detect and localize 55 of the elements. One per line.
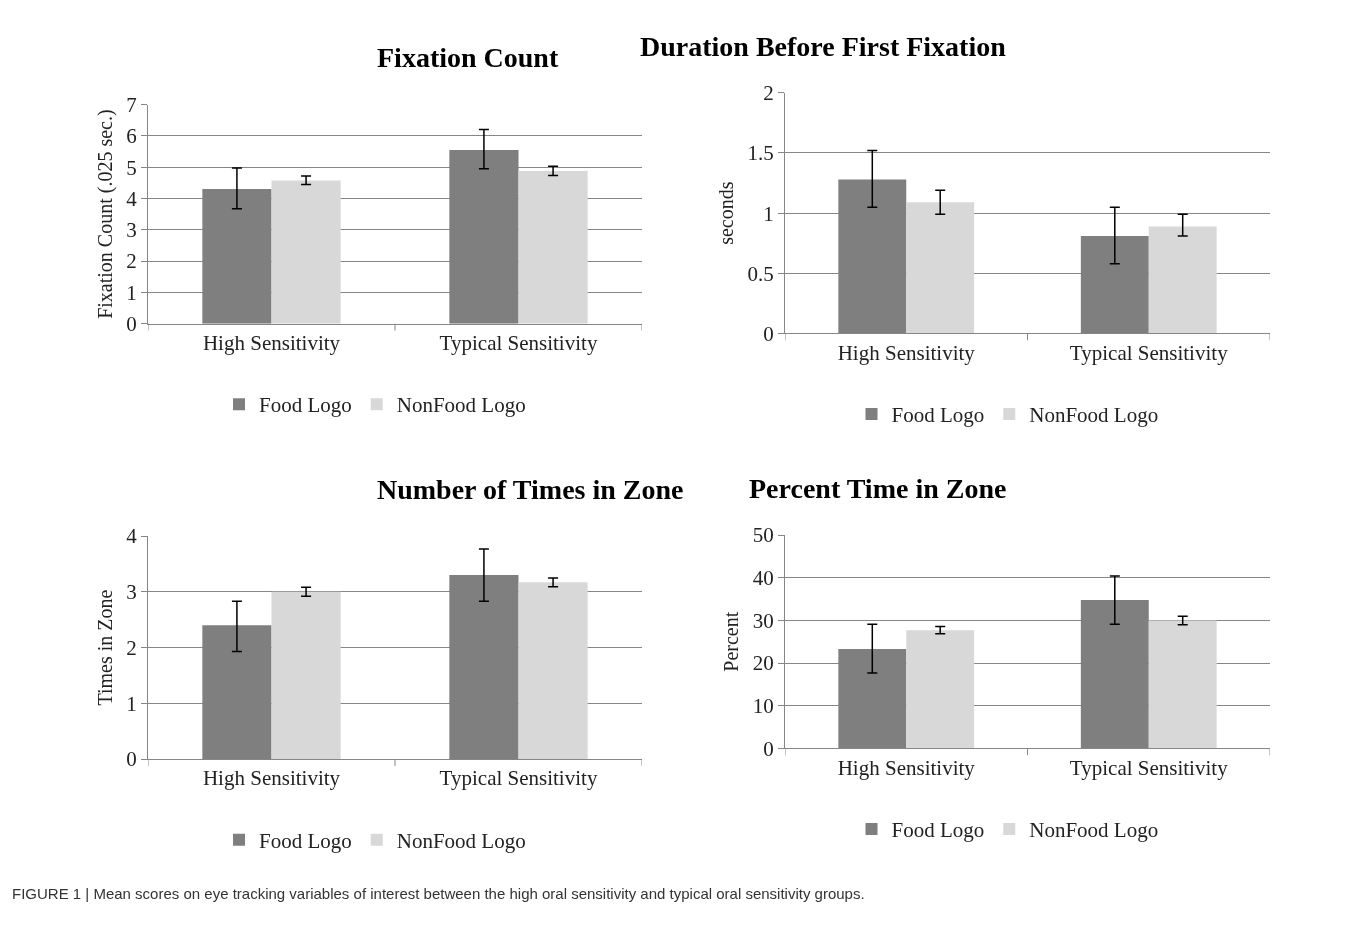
y-tick-label: 5 — [126, 155, 137, 180]
legend-label: Food Logo — [891, 403, 985, 428]
y-tick-label: 20 — [752, 651, 774, 676]
y-tick-label: 3 — [126, 580, 137, 605]
y-tick-label: 4 — [126, 524, 138, 549]
bar — [518, 582, 588, 760]
y-tick-label: 6 — [126, 124, 137, 149]
y-tick-label: 10 — [752, 694, 774, 719]
bar — [1148, 226, 1217, 334]
y-tick-label: 40 — [752, 566, 774, 591]
x-tick-label: Typical Sensitivity — [1069, 755, 1229, 780]
legend-label: Food Logo — [891, 818, 985, 843]
legend-label: NonFood Logo — [1029, 818, 1159, 843]
y-tick-label: 1 — [763, 201, 774, 226]
x-tick-label: High Sensitivity — [202, 766, 341, 791]
chart-title: Percent Time in Zone — [749, 473, 1007, 504]
y-tick-label: 1 — [126, 280, 137, 305]
y-tick-label: 30 — [752, 608, 774, 633]
y-axis-title: Fixation Count (.025 sec.) — [93, 109, 117, 319]
caption: FIGURE 1 | Mean scores on eye tracking variables of interest between the high oral sensitivity and typical oral sensitivity groups. — [12, 885, 865, 902]
y-axis-title: Percent — [720, 611, 743, 672]
y-tick-label: 2 — [126, 249, 137, 274]
x-tick-label: High Sensitivity — [837, 755, 976, 780]
chart-title: Duration Before First Fixation — [640, 31, 1007, 62]
x-tick-label: High Sensitivity — [202, 330, 341, 355]
legend-label: NonFood Logo — [396, 393, 526, 418]
x-tick-label: Typical Sensitivity — [1069, 340, 1229, 365]
legend-label: NonFood Logo — [396, 828, 526, 853]
legend-label: Food Logo — [259, 393, 352, 418]
y-axis-title: Times in Zone — [93, 589, 116, 706]
bar — [271, 591, 341, 760]
y-tick-label: 2 — [126, 635, 137, 660]
y-tick-label: 0 — [763, 736, 774, 761]
x-tick-label: High Sensitivity — [837, 340, 976, 365]
bar — [906, 202, 975, 334]
chart-title: Fixation Count — [377, 42, 559, 73]
legend-label: Food Logo — [259, 828, 352, 853]
bar — [1148, 620, 1217, 749]
y-tick-label: 0 — [126, 312, 137, 337]
y-tick-label: 1.5 — [747, 141, 774, 166]
y-tick-label: 2 — [763, 81, 774, 106]
y-tick-label: 0.5 — [747, 261, 774, 286]
y-tick-label: 1 — [126, 691, 137, 716]
y-tick-label: 50 — [752, 523, 774, 548]
x-tick-label: Typical Sensitivity — [439, 330, 598, 355]
x-tick-label: Typical Sensitivity — [439, 766, 598, 791]
y-tick-label: 4 — [126, 186, 138, 211]
y-tick-label: 3 — [126, 218, 137, 243]
legend-label: NonFood Logo — [1029, 403, 1159, 428]
chart-title: Number of Times in Zone — [377, 474, 684, 505]
y-axis-title: seconds — [715, 181, 738, 245]
bar — [906, 630, 975, 749]
y-tick-label: 7 — [126, 92, 137, 117]
y-tick-label: 0 — [763, 321, 774, 346]
y-tick-label: 0 — [126, 747, 137, 772]
